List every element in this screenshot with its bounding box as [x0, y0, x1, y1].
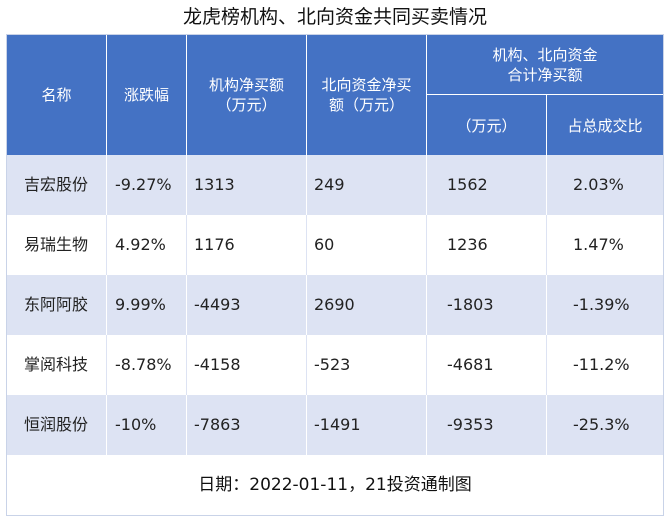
cell-share: -1.39%: [573, 295, 630, 314]
table-row: 恒润股份 -10% -7863 -1491 -9353 -25.3%: [7, 395, 663, 455]
cell-name: 掌阅科技: [7, 335, 107, 395]
cell-share: -11.2%: [573, 355, 630, 374]
cell-inst: -4158: [187, 335, 307, 395]
cell-inst: 1313: [187, 155, 307, 215]
data-table: 名称 涨跌幅 机构净买额 （万元） 北向资金净买 额（万元） 机构、北向资金 合…: [6, 34, 664, 516]
cell-share: 1.47%: [573, 235, 624, 254]
header-inst-net-buy: 机构净买额 （万元）: [187, 35, 307, 155]
cell-north: -1491: [307, 395, 427, 455]
header-combined-group: 机构、北向资金 合计净买额: [427, 35, 663, 95]
cell-total: 1236: [427, 215, 547, 275]
cell-north: -523: [307, 335, 427, 395]
cell-north: 60: [307, 215, 427, 275]
cell-total: -1803: [427, 275, 547, 335]
cell-inst: 1176: [187, 215, 307, 275]
cell-change: -10%: [107, 395, 187, 455]
table-row: 东阿阿胶 9.99% -4493 2690 -1803 -1.39%: [7, 275, 663, 335]
cell-name: 恒润股份: [7, 395, 107, 455]
cell-north: 2690: [307, 275, 427, 335]
header-name: 名称: [7, 35, 107, 155]
cell-change: 9.99%: [107, 275, 187, 335]
cell-name: 东阿阿胶: [7, 275, 107, 335]
header-share: 占总成交比: [547, 95, 663, 155]
cell-inst: -4493: [187, 275, 307, 335]
source-footer: 日期：2022-01-11，21投资通制图: [7, 455, 663, 515]
cell-inst: -7863: [187, 395, 307, 455]
table-row: 吉宏股份 -9.27% 1313 249 1562 2.03%: [7, 155, 663, 215]
cell-name: 易瑞生物: [7, 215, 107, 275]
cell-share: -25.3%: [573, 415, 630, 434]
cell-share: 2.03%: [573, 175, 624, 194]
cell-change: -8.78%: [107, 335, 187, 395]
cell-change: -9.27%: [107, 155, 187, 215]
table-row: 掌阅科技 -8.78% -4158 -523 -4681 -11.2%: [7, 335, 663, 395]
cell-change: 4.92%: [107, 215, 187, 275]
header-change: 涨跌幅: [107, 35, 187, 155]
cell-total: -9353: [427, 395, 547, 455]
cell-total: -4681: [427, 335, 547, 395]
cell-total: 1562: [427, 155, 547, 215]
page-title: 龙虎榜机构、北向资金共同买卖情况: [182, 6, 487, 28]
cell-north: 249: [307, 155, 427, 215]
header-north-net-buy: 北向资金净买 额（万元）: [307, 35, 427, 155]
cell-name: 吉宏股份: [7, 155, 107, 215]
header-combined-unit: （万元）: [427, 95, 547, 155]
table-row: 易瑞生物 4.92% 1176 60 1236 1.47%: [7, 215, 663, 275]
